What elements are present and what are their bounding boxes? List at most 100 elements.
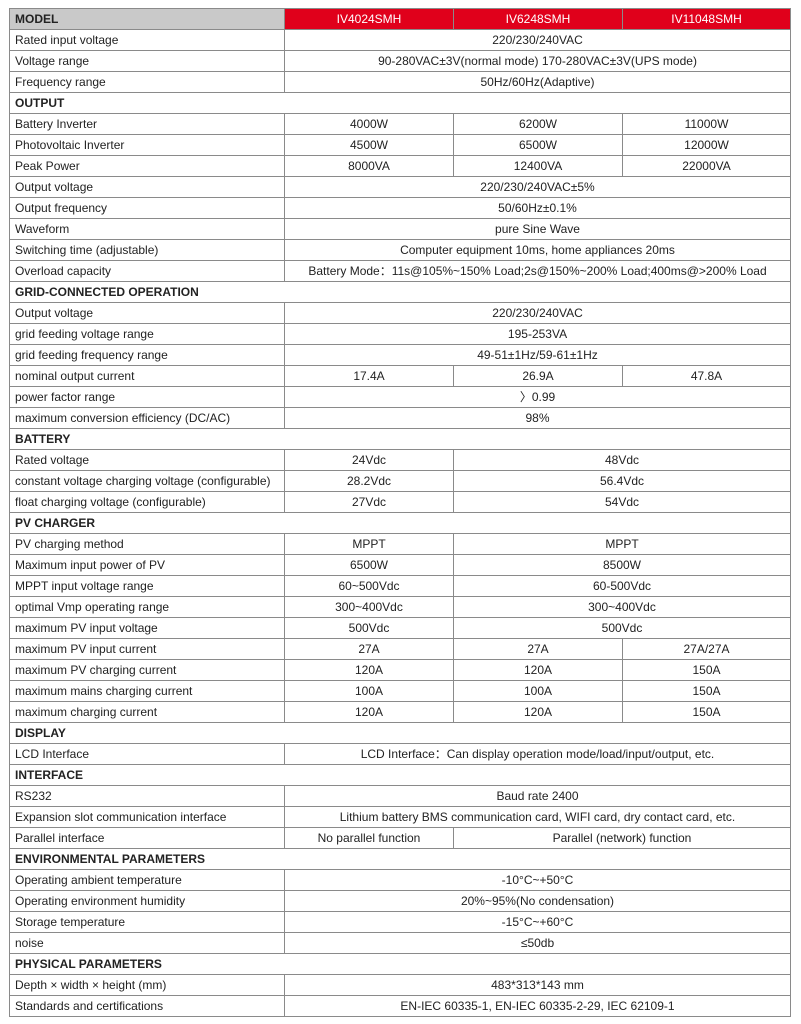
- spec-value: Battery Mode：11s@105%~150% Load;2s@150%~…: [284, 260, 791, 282]
- section-title: PV CHARGER: [9, 512, 791, 534]
- section-title: PHYSICAL PARAMETERS: [9, 953, 791, 975]
- spec-value: 28.2Vdc: [284, 470, 454, 492]
- section-row: OUTPUT: [9, 92, 791, 114]
- spec-row: grid feeding frequency range 49-51±1Hz/59…: [9, 344, 791, 366]
- spec-label: Photovoltaic Inverter: [9, 134, 285, 156]
- spec-row: float charging voltage (configurable) 27V…: [9, 491, 791, 513]
- spec-label: Storage temperature: [9, 911, 285, 933]
- spec-value: 4000W: [284, 113, 454, 135]
- spec-value: Lithium battery BMS communication card, …: [284, 806, 791, 828]
- spec-value: pure Sine Wave: [284, 218, 791, 240]
- spec-label: LCD Interface: [9, 743, 285, 765]
- spec-label: Voltage range: [9, 50, 285, 72]
- spec-value: 26.9A: [453, 365, 623, 387]
- spec-row: maximum charging current 120A 120A 150A: [9, 701, 791, 723]
- spec-value: 12400VA: [453, 155, 623, 177]
- spec-row: Overload capacity Battery Mode：11s@105%~1…: [9, 260, 791, 282]
- spec-value: 60-500Vdc: [453, 575, 791, 597]
- spec-label: Output frequency: [9, 197, 285, 219]
- section-row: PHYSICAL PARAMETERS: [9, 953, 791, 975]
- spec-value: 90-280VAC±3V(normal mode) 170-280VAC±3V(…: [284, 50, 791, 72]
- spec-row: Peak Power 8000VA 12400VA 22000VA: [9, 155, 791, 177]
- spec-value: 8000VA: [284, 155, 454, 177]
- spec-value: EN-IEC 60335-1, EN-IEC 60335-2-29, IEC 6…: [284, 995, 791, 1017]
- spec-label: optimal Vmp operating range: [9, 596, 285, 618]
- spec-value: 27Vdc: [284, 491, 454, 513]
- spec-value: 300~400Vdc: [284, 596, 454, 618]
- spec-value: 6200W: [453, 113, 623, 135]
- spec-value: 〉0.99: [284, 386, 791, 408]
- spec-row: Output frequency 50/60Hz±0.1%: [9, 197, 791, 219]
- spec-label: Output voltage: [9, 176, 285, 198]
- spec-value: 22000VA: [622, 155, 791, 177]
- spec-row: nominal output current 17.4A 26.9A 47.8A: [9, 365, 791, 387]
- spec-row: Rated voltage 24Vdc 48Vdc: [9, 449, 791, 471]
- spec-label: Standards and certifications: [9, 995, 285, 1017]
- spec-label: Operating environment humidity: [9, 890, 285, 912]
- spec-value: 24Vdc: [284, 449, 454, 471]
- spec-value: 500Vdc: [284, 617, 454, 639]
- section-row: PV CHARGER: [9, 512, 791, 534]
- spec-value: 120A: [284, 659, 454, 681]
- spec-label: Maximum input power of PV: [9, 554, 285, 576]
- spec-row: RS232 Baud rate 2400: [9, 785, 791, 807]
- spec-value: 20%~95%(No condensation): [284, 890, 791, 912]
- section-title: GRID-CONNECTED OPERATION: [9, 281, 791, 303]
- spec-row: maximum conversion efficiency (DC/AC) 98%: [9, 407, 791, 429]
- spec-value: 6500W: [284, 554, 454, 576]
- spec-row: Output voltage 220/230/240VAC: [9, 302, 791, 324]
- spec-value: LCD Interface：Can display operation mode…: [284, 743, 791, 765]
- spec-value: 17.4A: [284, 365, 454, 387]
- spec-row: LCD Interface LCD Interface：Can display o…: [9, 743, 791, 765]
- spec-row: Switching time (adjustable) Computer equi…: [9, 239, 791, 261]
- spec-row: Battery Inverter 4000W 6200W 11000W: [9, 113, 791, 135]
- spec-label: PV charging method: [9, 533, 285, 555]
- spec-label: Switching time (adjustable): [9, 239, 285, 261]
- spec-label: maximum PV charging current: [9, 659, 285, 681]
- section-title: BATTERY: [9, 428, 791, 450]
- spec-label: Expansion slot communication interface: [9, 806, 285, 828]
- spec-value: 4500W: [284, 134, 454, 156]
- spec-label: Parallel interface: [9, 827, 285, 849]
- spec-value: 50Hz/60Hz(Adaptive): [284, 71, 791, 93]
- spec-label: Depth × width × height (mm): [9, 974, 285, 996]
- spec-value: Baud rate 2400: [284, 785, 791, 807]
- spec-value: 220/230/240VAC±5%: [284, 176, 791, 198]
- spec-value: 56.4Vdc: [453, 470, 791, 492]
- spec-row: maximum PV input current 27A 27A 27A/27A: [9, 638, 791, 660]
- spec-value: -10°C~+50°C: [284, 869, 791, 891]
- spec-label: Battery Inverter: [9, 113, 285, 135]
- spec-row: Storage temperature -15°C~+60°C: [9, 911, 791, 933]
- spec-label: RS232: [9, 785, 285, 807]
- spec-row: Maximum input power of PV 6500W 8500W: [9, 554, 791, 576]
- spec-row: maximum mains charging current 100A 100A 15…: [9, 680, 791, 702]
- spec-value: 49-51±1Hz/59-61±1Hz: [284, 344, 791, 366]
- spec-label: maximum charging current: [9, 701, 285, 723]
- spec-value: 60~500Vdc: [284, 575, 454, 597]
- spec-row: Depth × width × height (mm) 483*313*143 m…: [9, 974, 791, 996]
- spec-row: Standards and certifications EN-IEC 60335…: [9, 995, 791, 1017]
- spec-value: 98%: [284, 407, 791, 429]
- spec-value: 8500W: [453, 554, 791, 576]
- spec-label: float charging voltage (configurable): [9, 491, 285, 513]
- spec-row: noise ≤50db: [9, 932, 791, 954]
- spec-value: MPPT: [453, 533, 791, 555]
- spec-value: 12000W: [622, 134, 791, 156]
- section-row: INTERFACE: [9, 764, 791, 786]
- spec-value: 500Vdc: [453, 617, 791, 639]
- spec-row: Parallel interface No parallel function Pa…: [9, 827, 791, 849]
- spec-row: Operating environment humidity 20%~95%(No…: [9, 890, 791, 912]
- spec-row: optimal Vmp operating range 300~400Vdc 300…: [9, 596, 791, 618]
- spec-value: 100A: [284, 680, 454, 702]
- spec-label: maximum conversion efficiency (DC/AC): [9, 407, 285, 429]
- spec-body: Rated input voltage 220/230/240VAC Voltage…: [9, 29, 791, 1017]
- spec-value: 48Vdc: [453, 449, 791, 471]
- spec-label: maximum PV input current: [9, 638, 285, 660]
- spec-value: 120A: [284, 701, 454, 723]
- section-row: DISPLAY: [9, 722, 791, 744]
- spec-value: 300~400Vdc: [453, 596, 791, 618]
- model-iv4024smh: IV4024SMH: [284, 8, 454, 30]
- spec-value: MPPT: [284, 533, 454, 555]
- spec-value: 27A/27A: [622, 638, 791, 660]
- spec-label: Output voltage: [9, 302, 285, 324]
